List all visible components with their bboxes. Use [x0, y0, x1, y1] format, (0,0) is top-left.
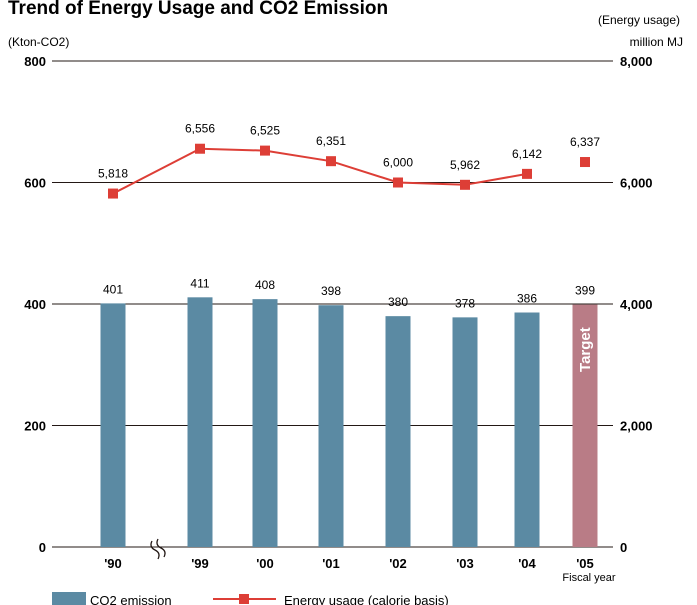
co2-value-label: 398: [321, 284, 341, 298]
left-tick-label: 800: [24, 54, 46, 69]
left-tick-label: 400: [24, 297, 46, 312]
category-label: '99: [191, 556, 209, 571]
co2-bar: [385, 316, 411, 547]
category-label: '01: [322, 556, 340, 571]
energy-markers: [108, 143, 590, 199]
energy-marker: [460, 179, 470, 190]
co2-bar: [452, 317, 478, 547]
legend: CO2 emission Energy usage (calorie basis…: [52, 592, 449, 605]
category-label: '04: [518, 556, 536, 571]
co2-value-label: 411: [190, 276, 209, 290]
left-tick-label: 0: [39, 540, 46, 555]
right-axis-unit-line1: (Energy usage): [598, 13, 680, 27]
energy-marker: [260, 145, 270, 156]
co2-value-label: 386: [517, 292, 537, 306]
energy-value-labels: 5,818 6,556 6,525 6,351 6,000 5,962 6,142 6,337: [98, 122, 600, 181]
energy-value-label: 5,818: [98, 167, 128, 181]
co2-value-label: 399: [575, 284, 595, 298]
co2-bar: [252, 299, 278, 547]
co2-bar: [318, 305, 344, 547]
legend-bar-label: CO2 emission: [90, 593, 172, 605]
x-axis-categories: '90 '99 '00 '01 '02 '03 '04 '05: [104, 556, 594, 571]
energy-marker: [108, 188, 118, 199]
energy-value-label: 6,351: [316, 134, 346, 148]
co2-bar: [514, 312, 540, 547]
category-label: '00: [256, 556, 274, 571]
legend-marker-swatch: [239, 594, 249, 604]
energy-marker: [393, 177, 403, 188]
left-tick-label: 200: [24, 419, 46, 434]
left-axis-unit: (Kton-CO2): [8, 35, 69, 49]
legend-line-label: Energy usage (calorie basis): [284, 593, 449, 605]
left-axis-ticks: 800 600 400 200 0: [24, 54, 46, 555]
energy-value-label: 6,337: [570, 135, 600, 149]
legend-bar-swatch: [52, 592, 86, 605]
energy-marker: [580, 157, 590, 168]
right-tick-label: 0: [620, 540, 627, 555]
energy-value-label: 5,962: [450, 158, 480, 172]
energy-value-label: 6,000: [383, 156, 413, 170]
co2-value-label: 401: [103, 282, 123, 296]
right-axis-ticks: 8,000 6,000 4,000 2,000 0: [620, 54, 653, 555]
co2-bar: [100, 303, 126, 547]
right-tick-label: 2,000: [620, 419, 653, 434]
energy-value-label: 6,142: [512, 147, 542, 161]
energy-value-label: 6,525: [250, 124, 280, 138]
energy-marker: [195, 143, 205, 154]
energy-value-label: 6,556: [185, 122, 215, 136]
right-tick-label: 4,000: [620, 297, 653, 312]
left-tick-label: 600: [24, 176, 46, 191]
energy-marker: [326, 156, 336, 167]
chart-title: Trend of Energy Usage and CO2 Emission: [8, 0, 388, 19]
right-tick-label: 6,000: [620, 176, 653, 191]
co2-bar: [187, 297, 213, 547]
co2-bars: Target: [100, 297, 598, 547]
category-label: '90: [104, 556, 122, 571]
right-axis-unit-line2: million MJ: [630, 35, 683, 49]
category-label: '05: [576, 556, 594, 571]
co2-value-labels: 401 411 408 398 380 378 386 399: [103, 276, 595, 310]
fiscal-year-caption: Fiscal year: [562, 572, 616, 584]
co2-value-label: 408: [255, 278, 275, 292]
right-tick-label: 8,000: [620, 54, 653, 69]
co2-bar: [572, 304, 598, 547]
target-label: Target: [577, 327, 594, 372]
energy-marker: [522, 168, 532, 179]
co2-value-label: 378: [455, 296, 475, 310]
co2-value-label: 380: [388, 295, 408, 309]
axis-break-icon: [150, 538, 166, 560]
category-label: '03: [456, 556, 474, 571]
category-label: '02: [389, 556, 407, 571]
